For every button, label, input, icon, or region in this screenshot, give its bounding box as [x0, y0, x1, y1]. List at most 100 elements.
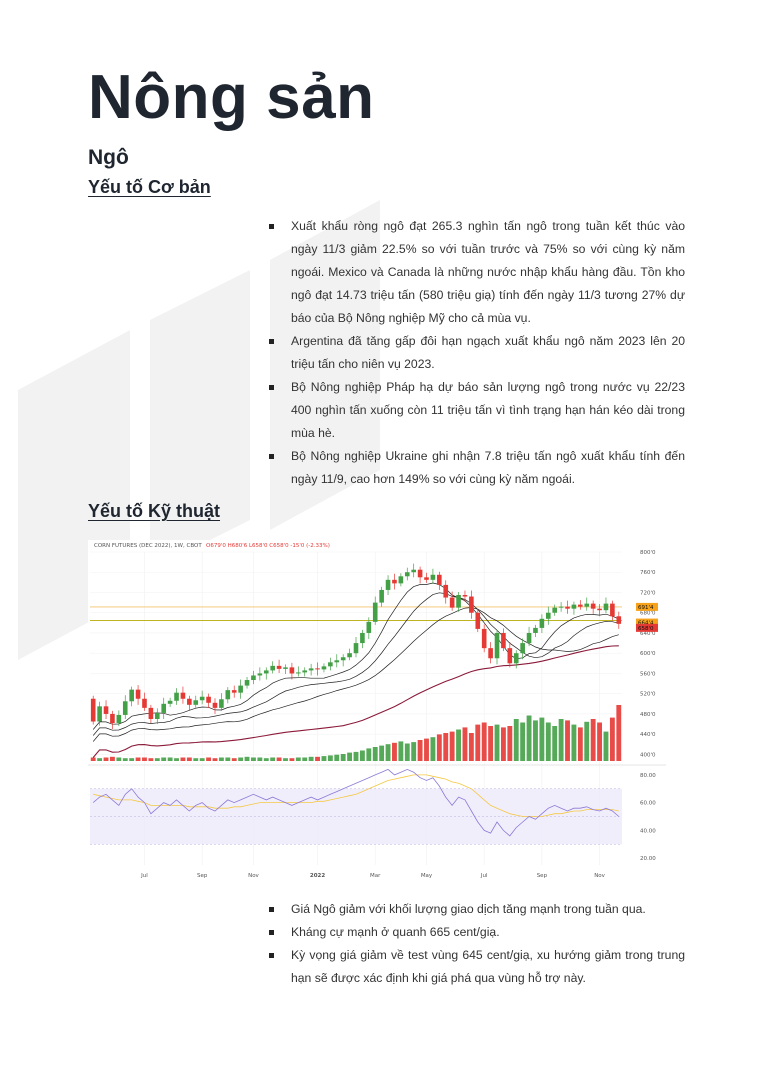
y-tick-label: 520'0	[640, 692, 656, 698]
volume-bar	[462, 727, 468, 761]
candle	[206, 696, 211, 703]
rsi-signal-line	[93, 774, 619, 817]
volume-bar	[513, 719, 519, 761]
candle	[533, 627, 538, 633]
volume-bar	[340, 754, 346, 761]
candle	[142, 698, 147, 708]
candle	[584, 603, 590, 607]
candle	[417, 569, 423, 578]
volume-bar	[295, 757, 301, 761]
rsi-tick-label: 40.00	[640, 828, 656, 834]
volume-bar	[174, 758, 179, 761]
candle	[353, 643, 359, 654]
candle	[565, 606, 570, 609]
candle	[251, 675, 256, 681]
candle	[90, 698, 96, 722]
volume-bar	[193, 758, 199, 761]
y-tick-label: 480'0	[640, 712, 656, 718]
candle	[360, 632, 365, 644]
technical-heading: Yếu tố Kỹ thuật	[88, 501, 221, 521]
candle	[578, 604, 583, 607]
volume-bar	[392, 742, 397, 761]
candle	[372, 602, 378, 622]
y-tick-label: 440'0	[640, 732, 656, 738]
price-badge	[636, 618, 658, 627]
volume-bar	[161, 757, 167, 761]
rsi-tick-label: 20.00	[640, 856, 656, 862]
x-tick-label: Sep	[197, 873, 208, 879]
volume-bar	[520, 722, 526, 761]
corn-futures-chart: CORN FUTURES (DEC 2022), 1W, CBOT O679'0…	[88, 540, 666, 880]
candle	[263, 670, 269, 674]
candle	[590, 603, 596, 609]
x-tick-label: Nov	[248, 873, 259, 879]
technical-item: Kỳ vọng giá giảm về test vùng 645 cent/g…	[267, 944, 685, 990]
candle	[398, 576, 404, 584]
fundamentals-item: Argentina đã tăng gấp đôi hạn ngạch xuất…	[267, 330, 685, 376]
fundamentals-item: Bộ Nông nghiệp Pháp hạ dự báo sản lượng …	[267, 376, 685, 445]
volume-bar	[308, 756, 314, 761]
candle	[174, 692, 179, 701]
candle	[437, 574, 442, 585]
volume-bar	[533, 720, 538, 761]
volume-bar	[436, 734, 442, 761]
volume-bar	[603, 731, 609, 761]
moving-average-line	[92, 592, 619, 736]
candle	[135, 689, 141, 699]
volume-bar	[154, 758, 160, 761]
volume-bar	[90, 757, 96, 761]
candle	[244, 680, 250, 686]
candle	[462, 595, 468, 597]
candle	[616, 616, 622, 624]
x-tick-label: Jul	[480, 873, 488, 879]
candle	[526, 632, 532, 644]
y-tick-label: 720'0	[640, 590, 656, 596]
candle	[315, 668, 320, 670]
chart-header: CORN FUTURES (DEC 2022), 1W, CBOT	[94, 543, 202, 549]
volume-bar	[270, 757, 276, 761]
candle	[539, 618, 545, 628]
candle	[481, 628, 487, 649]
candle	[238, 685, 243, 693]
volume-bar	[180, 757, 186, 761]
price-badge-label: 658'0	[638, 626, 654, 632]
volume-bar	[251, 757, 256, 761]
volume-bar	[212, 758, 218, 761]
candle	[97, 706, 102, 722]
volume-bar	[257, 757, 263, 761]
volume-bar	[494, 724, 500, 761]
volume-bar	[142, 757, 147, 761]
volume-bar	[225, 757, 231, 761]
candle	[571, 604, 577, 609]
volume-bar	[481, 722, 487, 761]
candle	[469, 596, 474, 613]
candle	[488, 648, 493, 659]
technical-item: Giá Ngô giảm với khối lượng giao dịch tă…	[267, 898, 685, 921]
fundamentals-list: Xuất khẩu ròng ngô đạt 265.3 nghìn tấn n…	[267, 215, 685, 491]
rsi-tick-label: 80.00	[640, 773, 656, 779]
volume-bar	[558, 719, 564, 761]
technical-list: Giá Ngô giảm với khối lượng giao dịch tă…	[267, 898, 685, 990]
candle	[475, 612, 481, 629]
volume-bar	[276, 757, 282, 761]
price-badge-label: 691'4	[638, 605, 654, 611]
candle	[507, 648, 513, 664]
candle	[110, 713, 115, 724]
y-tick-label: 400'0	[640, 752, 656, 758]
candle	[379, 589, 384, 603]
page-subtitle: Ngô	[88, 146, 129, 169]
volume-bar	[238, 757, 244, 761]
price-badge	[636, 602, 658, 611]
volume-bar	[321, 756, 327, 761]
volume-bar	[565, 720, 570, 761]
volume-bar	[148, 758, 154, 761]
volume-bar	[539, 717, 545, 761]
volume-bar	[372, 747, 378, 761]
moving-average-line	[92, 607, 619, 742]
candle	[501, 632, 506, 649]
volume-bar	[186, 757, 192, 761]
volume-bar	[109, 756, 115, 761]
volume-bar	[385, 744, 391, 761]
volume-bar	[500, 727, 506, 761]
candle	[219, 699, 224, 708]
